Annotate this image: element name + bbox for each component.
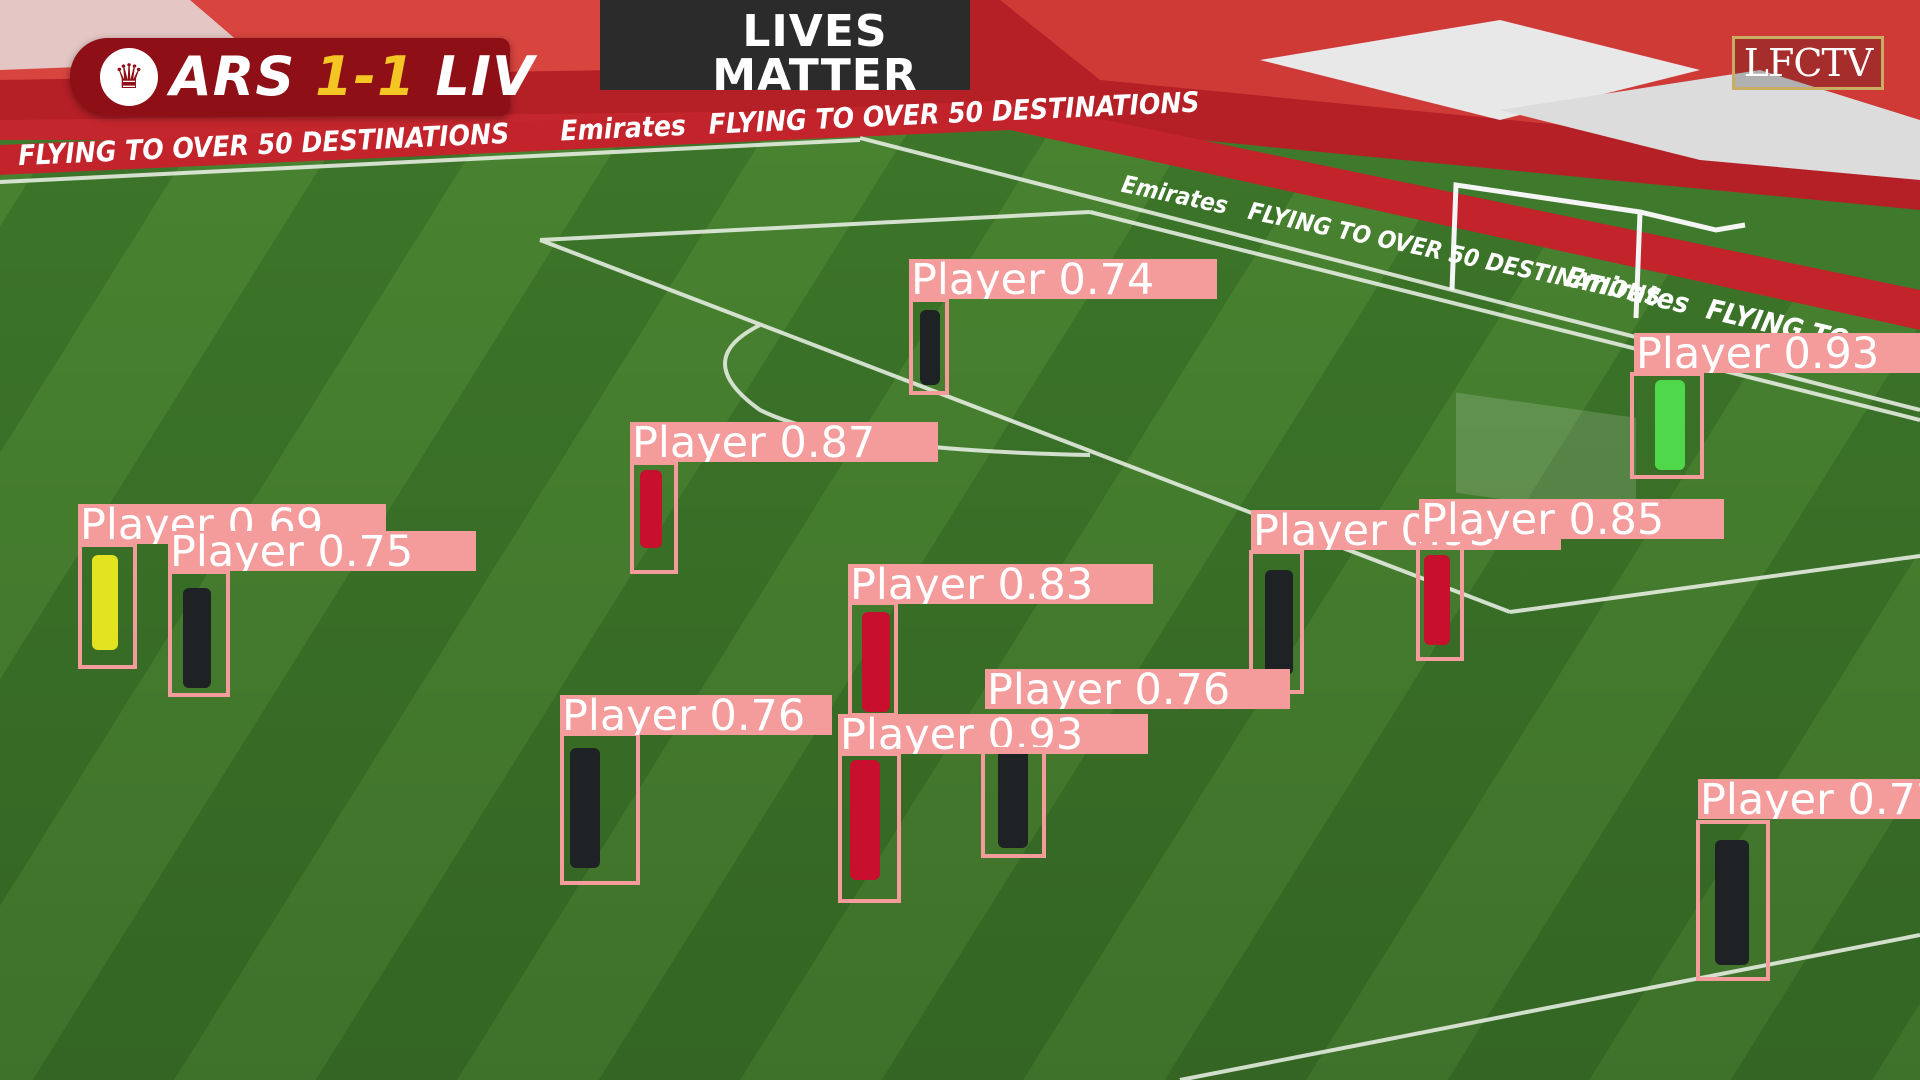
- ad-board-right: [1010, 100, 1920, 330]
- detection-label: Player 0.76: [560, 695, 832, 735]
- detection-box: [1249, 550, 1304, 694]
- detection-box: [78, 543, 137, 669]
- detection-box: [1630, 372, 1704, 479]
- score-line: ARS 1-1 LIV: [170, 46, 535, 108]
- detection-label: Player 0.85: [1419, 499, 1724, 539]
- players: [92, 310, 1749, 965]
- home-team: ARS: [170, 45, 296, 108]
- premier-league-lion-icon: ♛: [100, 48, 158, 106]
- detection-label: Player 0.77: [1698, 779, 1920, 819]
- detection-label: Player 0.74: [909, 259, 1217, 299]
- away-score: 1: [377, 45, 416, 108]
- lives-banner: [600, 0, 970, 90]
- home-score: 1: [315, 45, 354, 108]
- detection-label: Player 0.83: [848, 564, 1153, 604]
- broadcaster-logo: LFCTV: [1732, 36, 1884, 90]
- scoreboard: ♛ ARS 1-1 LIV: [70, 38, 534, 116]
- detection-box: [981, 747, 1046, 858]
- goal: [1449, 182, 1746, 319]
- detection-label: Player 0.93: [1634, 333, 1920, 373]
- away-team: LIV: [435, 45, 535, 108]
- score-separator: -: [353, 45, 378, 108]
- detection-box: [168, 570, 230, 697]
- ad-sponsor: Emirates: [559, 108, 687, 148]
- detection-box: [1696, 820, 1770, 981]
- detection-label: Player 0.76: [985, 669, 1290, 709]
- detection-box: [848, 601, 898, 717]
- detection-box: [1416, 538, 1464, 661]
- detection-label: Player 0.87: [630, 422, 938, 462]
- banner-text: LIVES MATTER: [712, 6, 918, 101]
- detection-label: Player 0.75: [168, 531, 476, 571]
- ad-board-left: [0, 100, 1010, 175]
- detection-box: [838, 752, 901, 903]
- detection-box: [560, 732, 640, 885]
- detection-box: [630, 461, 678, 574]
- detection-box: [909, 298, 949, 395]
